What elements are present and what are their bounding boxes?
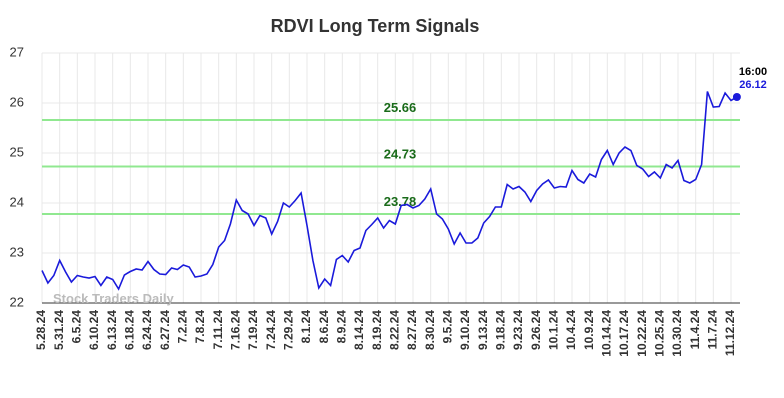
x-tick-label: 10.4.24 (564, 310, 578, 350)
x-tick-label: 8.19.24 (370, 310, 384, 350)
x-tick-label: 7.11.24 (211, 310, 225, 350)
y-tick-label: 26 (10, 94, 24, 109)
x-tick-label: 10.1.24 (547, 310, 561, 350)
x-tick-label: 7.29.24 (282, 310, 296, 350)
x-tick-label: 7.8.24 (193, 310, 207, 344)
x-tick-label: 9.26.24 (529, 310, 543, 350)
x-tick-label: 7.24.24 (264, 310, 278, 350)
x-tick-label: 7.19.24 (246, 310, 260, 350)
x-tick-label: 5.31.24 (52, 310, 66, 350)
x-tick-label: 6.5.24 (70, 310, 84, 344)
watermark: Stock Traders Daily (53, 291, 174, 306)
x-tick-label: 11.12.24 (723, 310, 737, 356)
x-tick-label: 10.30.24 (670, 310, 684, 357)
x-tick-label: 8.6.24 (317, 310, 331, 344)
x-tick-label: 10.25.24 (653, 310, 667, 357)
x-tick-label: 6.18.24 (123, 310, 137, 350)
x-tick-label: 10.22.24 (635, 310, 649, 357)
x-tick-label: 9.10.24 (458, 310, 472, 350)
x-tick-label: 10.14.24 (600, 310, 614, 357)
x-tick-label: 7.2.24 (176, 310, 190, 344)
signal-label: 25.66 (384, 100, 417, 115)
x-tick-label: 8.22.24 (388, 310, 402, 350)
y-tick-label: 27 (10, 44, 24, 59)
x-tick-label: 8.14.24 (352, 310, 366, 350)
last-value-label: 26.12 (739, 79, 767, 91)
last-point (732, 93, 741, 101)
chart-title: RDVI Long Term Signals (271, 16, 480, 36)
x-tick-label: 7.16.24 (229, 310, 243, 350)
signal-label: 24.73 (384, 147, 417, 162)
x-tick-label: 8.1.24 (299, 310, 313, 344)
y-tick-label: 24 (10, 194, 24, 209)
x-tick-label: 10.9.24 (582, 310, 596, 350)
x-tick-label: 8.9.24 (335, 310, 349, 344)
x-tick-label: 6.10.24 (87, 310, 101, 350)
x-tick-label: 6.13.24 (105, 310, 119, 350)
x-tick-label: 10.17.24 (617, 310, 631, 357)
y-tick-label: 25 (10, 144, 24, 159)
x-tick-label: 6.27.24 (158, 310, 172, 350)
last-time-label: 16:00 (739, 66, 767, 78)
x-tick-label: 5.28.24 (34, 310, 48, 350)
x-tick-label: 9.5.24 (441, 310, 455, 344)
line-series (41, 91, 738, 291)
x-tick-label: 9.18.24 (494, 310, 508, 350)
y-tick-label: 23 (10, 244, 24, 259)
x-tick-label: 9.23.24 (511, 310, 525, 350)
x-tick-label: 11.7.24 (706, 310, 720, 350)
x-tick-label: 9.13.24 (476, 310, 490, 350)
x-tick-label: 6.24.24 (140, 310, 154, 350)
y-tick-label: 22 (10, 294, 24, 309)
x-tick-label: 8.30.24 (423, 310, 437, 350)
x-tick-label: 11.4.24 (688, 310, 702, 350)
x-tick-label: 8.27.24 (405, 310, 419, 350)
